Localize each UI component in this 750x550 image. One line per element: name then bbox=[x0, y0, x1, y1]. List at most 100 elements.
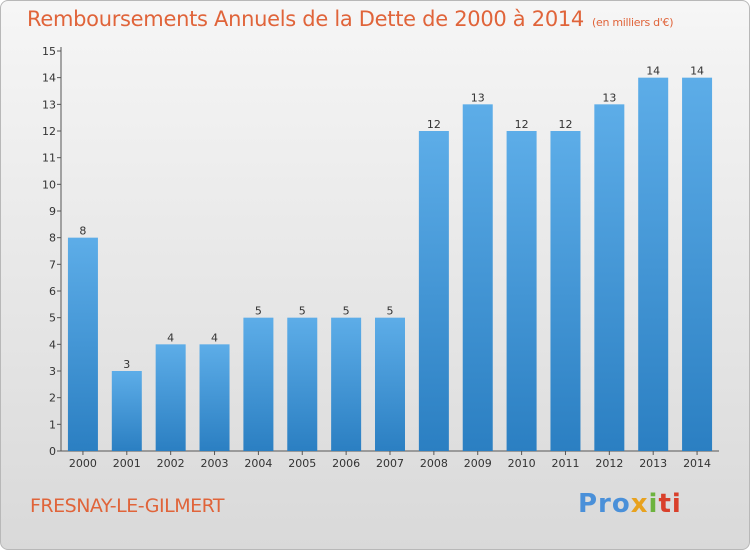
y-tick-label: 14 bbox=[42, 72, 56, 85]
x-tick-label: 2002 bbox=[157, 457, 185, 470]
bar bbox=[111, 371, 142, 451]
y-tick: 3 bbox=[49, 365, 61, 378]
x-tick: 2004 bbox=[244, 451, 272, 470]
y-tick-label: 10 bbox=[42, 178, 56, 191]
y-tick-label: 4 bbox=[49, 338, 56, 351]
y-tick-label: 5 bbox=[49, 312, 56, 325]
value-label: 12 bbox=[515, 118, 529, 131]
x-tick-label: 2003 bbox=[201, 457, 229, 470]
bar bbox=[199, 344, 230, 451]
x-tick: 2011 bbox=[551, 451, 579, 470]
x-tick-label: 2005 bbox=[288, 457, 316, 470]
x-tick: 2008 bbox=[420, 451, 448, 470]
x-tick-label: 2004 bbox=[244, 457, 272, 470]
y-tick-label: 15 bbox=[42, 45, 56, 58]
y-tick: 2 bbox=[49, 392, 61, 405]
value-label: 5 bbox=[299, 305, 306, 318]
proxiti-logo: Proxiti bbox=[578, 489, 682, 519]
logo-part-4: ti bbox=[658, 489, 682, 519]
value-label: 14 bbox=[646, 65, 660, 78]
value-label: 5 bbox=[343, 305, 350, 318]
bar bbox=[287, 317, 318, 451]
y-tick: 12 bbox=[42, 125, 61, 138]
bar bbox=[638, 77, 669, 452]
x-tick: 2006 bbox=[332, 451, 360, 470]
y-tick: 15 bbox=[42, 45, 61, 58]
y-tick: 6 bbox=[49, 285, 61, 298]
logo-part-1: Pro bbox=[578, 489, 631, 519]
value-label: 4 bbox=[211, 331, 218, 344]
y-tick-label: 7 bbox=[49, 258, 56, 271]
y-tick-label: 2 bbox=[49, 392, 56, 405]
y-tick: 14 bbox=[42, 72, 61, 85]
logo-part-2: x bbox=[630, 489, 649, 519]
chart-title: Remboursements Annuels de la Dette de 20… bbox=[27, 7, 673, 31]
chart-subtitle: (en milliers d'€) bbox=[592, 16, 674, 29]
x-tick: 2000 bbox=[69, 451, 97, 470]
y-tick-label: 0 bbox=[49, 445, 56, 458]
y-tick: 1 bbox=[49, 418, 61, 431]
value-label: 5 bbox=[255, 305, 262, 318]
x-tick-label: 2013 bbox=[639, 457, 667, 470]
y-tick-label: 9 bbox=[49, 205, 56, 218]
bar bbox=[506, 131, 537, 451]
bar bbox=[67, 237, 98, 451]
value-label: 4 bbox=[167, 331, 174, 344]
x-tick: 2002 bbox=[157, 451, 185, 470]
value-label: 12 bbox=[427, 118, 441, 131]
bar bbox=[243, 317, 274, 451]
bar bbox=[462, 104, 493, 451]
value-labels: 8 3 4 4 5 5 5 5 12 13 12 12 13 14 14 bbox=[79, 65, 704, 371]
x-tick-label: 2011 bbox=[551, 457, 579, 470]
value-label: 5 bbox=[387, 305, 394, 318]
y-tick-label: 13 bbox=[42, 98, 56, 111]
y-tick: 11 bbox=[42, 152, 61, 165]
y-tick-label: 12 bbox=[42, 125, 56, 138]
y-tick-label: 3 bbox=[49, 365, 56, 378]
y-tick: 8 bbox=[49, 232, 61, 245]
x-tick-label: 2006 bbox=[332, 457, 360, 470]
x-tick: 2007 bbox=[376, 451, 404, 470]
y-tick: 7 bbox=[49, 258, 61, 271]
x-tick-label: 2000 bbox=[69, 457, 97, 470]
x-tick-label: 2007 bbox=[376, 457, 404, 470]
x-tick: 2001 bbox=[113, 451, 141, 470]
bar bbox=[594, 104, 625, 451]
x-tick: 2013 bbox=[639, 451, 667, 470]
bar bbox=[550, 131, 581, 451]
title-text: Remboursements Annuels de la Dette de 20… bbox=[27, 7, 584, 31]
y-tick: 0 bbox=[49, 445, 61, 458]
commune-name: FRESNAY-LE-GILMERT bbox=[30, 495, 225, 517]
bar bbox=[331, 317, 362, 451]
y-tick: 9 bbox=[49, 205, 61, 218]
y-tick: 13 bbox=[42, 98, 61, 111]
x-tick-label: 2001 bbox=[113, 457, 141, 470]
value-label: 13 bbox=[602, 91, 616, 104]
y-tick: 4 bbox=[49, 338, 61, 351]
logo-part-3: i bbox=[648, 489, 659, 519]
bar bbox=[682, 77, 713, 452]
y-tick-label: 11 bbox=[42, 152, 56, 165]
value-label: 8 bbox=[79, 225, 86, 238]
bar bbox=[155, 344, 186, 451]
value-label: 3 bbox=[123, 358, 130, 371]
x-tick-label: 2010 bbox=[508, 457, 536, 470]
bars bbox=[67, 77, 713, 452]
x-tick: 2014 bbox=[683, 451, 711, 470]
y-tick-label: 1 bbox=[49, 418, 56, 431]
y-tick-label: 6 bbox=[49, 285, 56, 298]
x-tick: 2003 bbox=[201, 451, 229, 470]
x-tick: 2012 bbox=[595, 451, 623, 470]
value-label: 12 bbox=[558, 118, 572, 131]
bar bbox=[375, 317, 405, 451]
value-label: 14 bbox=[690, 65, 704, 78]
x-tick-label: 2008 bbox=[420, 457, 448, 470]
y-tick-label: 8 bbox=[49, 232, 56, 245]
x-tick-label: 2014 bbox=[683, 457, 711, 470]
y-tick: 10 bbox=[42, 178, 61, 191]
x-tick: 2009 bbox=[464, 451, 492, 470]
value-label: 13 bbox=[471, 91, 485, 104]
